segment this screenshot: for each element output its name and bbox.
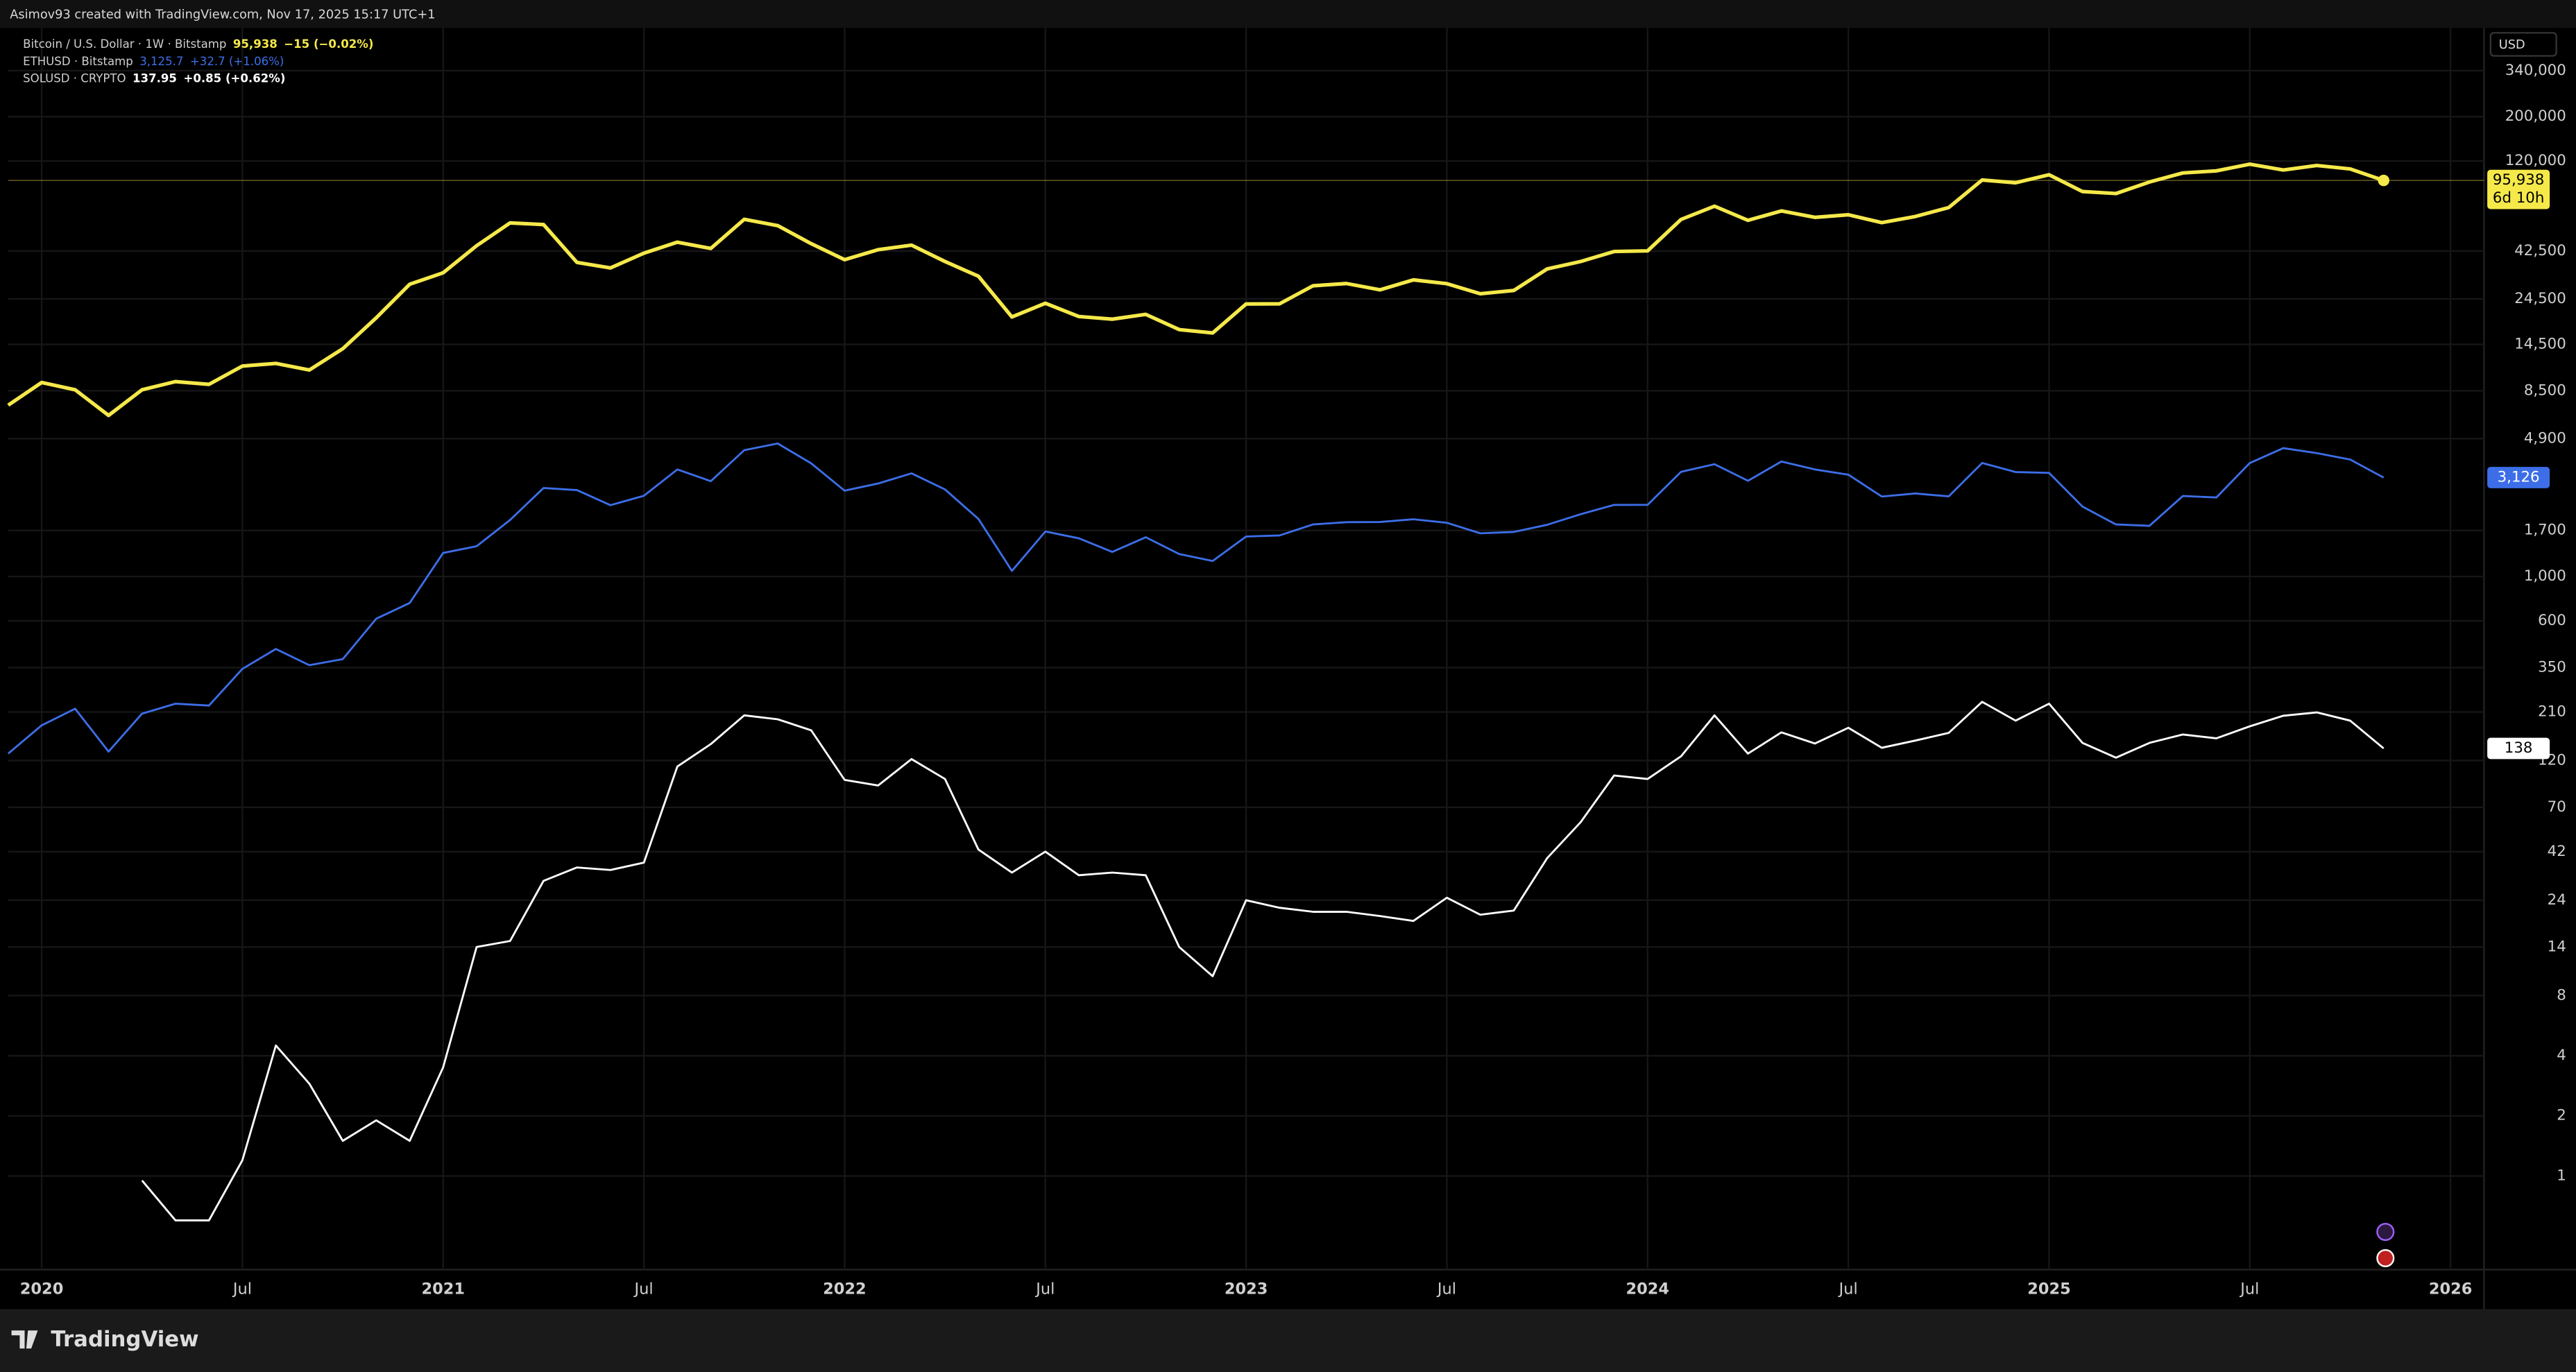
y-tick-label: 340,000	[2505, 62, 2566, 79]
x-tick-label: Jul	[633, 1280, 654, 1298]
x-tick-label: 2026	[2429, 1280, 2473, 1298]
icon[interactable]	[2376, 1249, 2395, 1267]
x-tick-label: 2023	[1225, 1280, 1268, 1298]
last-point	[2378, 174, 2390, 187]
legend-text: +0.85 (+0.62%)	[183, 71, 285, 85]
y-tick-label: 42,500	[2514, 242, 2566, 259]
y-tick-label: 1	[2557, 1167, 2566, 1184]
logo-icon	[11, 1330, 38, 1349]
y-tick-label: 1,000	[2524, 567, 2566, 585]
x-tick-label: Jul	[1838, 1280, 1858, 1298]
y-tick-label: 14,500	[2514, 336, 2566, 353]
y-tick-label: 350	[2538, 659, 2566, 676]
x-tick-label: Jul	[2239, 1280, 2259, 1298]
x-tick-label: 2020	[20, 1280, 64, 1298]
x-tick-label: Jul	[1436, 1280, 1456, 1298]
currency-box[interactable]	[2489, 32, 2557, 57]
y-tick-label: 4	[2557, 1047, 2566, 1064]
icon[interactable]	[2376, 1222, 2395, 1242]
legend-text: 95,938	[233, 37, 278, 50]
y-tick-label: 1,700	[2524, 522, 2566, 539]
x-tick-label: Jul	[1034, 1280, 1055, 1298]
legend-text: ETHUSD · Bitstamp	[23, 54, 133, 67]
y-tick-label: 600	[2538, 612, 2566, 629]
price-tag	[2487, 737, 2550, 760]
price-tag-label: 138	[2505, 739, 2533, 757]
x-tick-label: 2022	[823, 1280, 867, 1298]
y-tick-label: 42	[2548, 843, 2566, 860]
caption: Asimov93 created with TradingView.com, N…	[10, 8, 435, 22]
series-line	[7, 442, 2385, 755]
legend-text: 137.95	[133, 71, 177, 85]
y-tick-label: 120,000	[2505, 152, 2566, 169]
countdown: 6d 10h	[2493, 189, 2544, 207]
legend-text: 3,125.7	[139, 54, 183, 67]
y-tick-label: 210	[2538, 703, 2566, 720]
y-tick-label: 8	[2557, 986, 2566, 1004]
legend-text: SOLUSD · CRYPTO	[23, 71, 126, 85]
y-tick-label: 70	[2548, 798, 2566, 816]
y-tick-label: 24,500	[2514, 290, 2566, 307]
legend-entry: SOLUSD · CRYPTO 137.95 +0.85 (+0.62%)	[23, 71, 285, 85]
currency: USD	[2499, 38, 2525, 52]
price-tag-label: 3,126	[2498, 469, 2540, 486]
y-tick-label: 24	[2548, 891, 2566, 909]
legend-entry: Bitcoin / U.S. Dollar · 1W · Bitstamp 95,…	[23, 37, 373, 50]
x-tick-label: Jul	[232, 1280, 252, 1298]
y-tick-label: 2	[2557, 1107, 2566, 1124]
footer-bar	[0, 1309, 2576, 1372]
x-tick-label: 2024	[1626, 1280, 1670, 1298]
legend-text: Bitcoin / U.S. Dollar · 1W · Bitstamp	[23, 37, 226, 50]
x-tick-label: 2025	[2027, 1280, 2071, 1298]
y-tick-label: 200,000	[2505, 108, 2566, 125]
x-tick-label: 2021	[421, 1280, 465, 1298]
price-tag	[2487, 467, 2550, 488]
series-line	[141, 701, 2385, 1221]
y-tick-label: 14	[2548, 938, 2566, 955]
y-tick-label: 4,900	[2524, 429, 2566, 447]
legend-entry: ETHUSD · Bitstamp 3,125.7 +32.7 (+1.06%)	[23, 54, 284, 67]
y-tick-label: 8,500	[2524, 381, 2566, 399]
branding: TradingView	[51, 1327, 198, 1352]
legend-text: −15 (−0.02%)	[284, 37, 373, 50]
legend-text: +32.7 (+1.06%)	[190, 54, 284, 67]
header-bar	[0, 0, 2576, 28]
price-tag	[2487, 169, 2550, 209]
series-line	[7, 162, 2385, 418]
price-tag-label: 95,938	[2493, 171, 2545, 189]
